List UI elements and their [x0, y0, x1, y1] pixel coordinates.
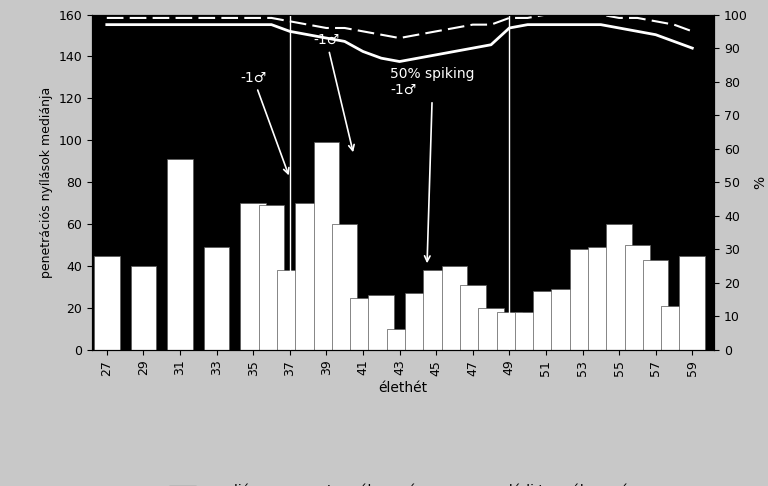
Bar: [313, 142, 339, 350]
Bar: [624, 245, 650, 350]
Bar: [423, 270, 449, 350]
Bar: [387, 329, 412, 350]
Bar: [588, 247, 614, 350]
Bar: [167, 159, 193, 350]
Bar: [460, 285, 485, 350]
Bar: [259, 205, 284, 350]
Bar: [442, 266, 467, 350]
Bar: [131, 266, 156, 350]
Bar: [350, 297, 376, 350]
Text: -1♂: -1♂: [240, 70, 289, 174]
Y-axis label: %: %: [753, 175, 767, 189]
Text: 50% spiking
-1♂: 50% spiking -1♂: [390, 67, 475, 261]
Legend: medián, termékenység, valódi termékenység: medián, termékenység, valódi termékenysé…: [163, 478, 644, 486]
Bar: [570, 249, 595, 350]
Bar: [277, 270, 303, 350]
Bar: [606, 224, 632, 350]
Bar: [643, 260, 668, 350]
Bar: [332, 224, 357, 350]
Bar: [680, 256, 705, 350]
Bar: [295, 203, 321, 350]
Bar: [240, 203, 266, 350]
Bar: [478, 308, 504, 350]
Bar: [369, 295, 394, 350]
Bar: [551, 289, 577, 350]
Bar: [204, 247, 230, 350]
Bar: [533, 291, 558, 350]
Bar: [515, 312, 541, 350]
X-axis label: élethét: élethét: [379, 381, 428, 395]
Y-axis label: penetrációs nyílások mediánja: penetrációs nyílások mediánja: [40, 87, 53, 278]
Bar: [497, 312, 522, 350]
Text: -1♂: -1♂: [313, 33, 354, 151]
Bar: [661, 306, 687, 350]
Bar: [94, 256, 120, 350]
Bar: [405, 294, 431, 350]
